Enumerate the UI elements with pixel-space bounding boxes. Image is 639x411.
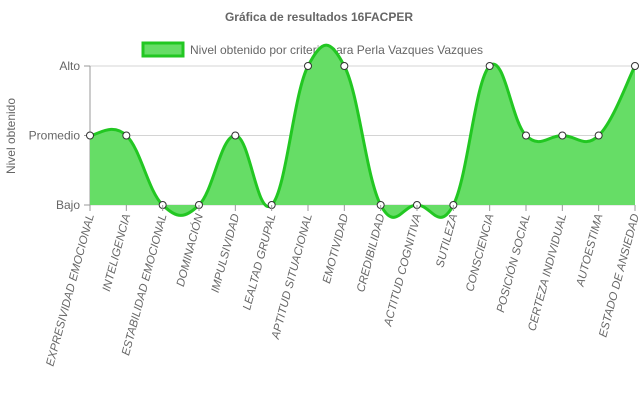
x-tick-label: CONSCIENCIA <box>464 212 496 293</box>
y-tick-label: Alto <box>59 59 80 73</box>
chart-title: Gráfica de resultados 16FACPER <box>225 10 413 24</box>
data-point[interactable] <box>522 131 530 140</box>
x-tick-label: CERTEZA INDIVIDUAL <box>526 213 569 333</box>
x-tick-label: ACTITUD COGNITIVA <box>382 212 424 328</box>
x-tick-label: EMOTIVIDAD <box>321 213 351 285</box>
x-tick-label: IMPULSIVIDAD <box>210 213 243 295</box>
x-tick-label: SUTILEZA <box>434 212 460 269</box>
data-point[interactable] <box>594 131 603 140</box>
series-area <box>89 43 637 219</box>
x-tick-label: CREDIBILIDAD <box>355 213 387 294</box>
x-tick-label: DOMINACIÓN <box>174 212 206 288</box>
x-tick-label: AUTOESTIMA <box>574 212 605 288</box>
x-axis-ticks: EXPRESIVIDAD EMOCIONAL INTELIGENCIAESTABI… <box>45 205 639 368</box>
data-point[interactable] <box>86 131 94 140</box>
y-axis-label: Nivel obtenido <box>4 98 18 174</box>
data-point[interactable] <box>631 62 639 70</box>
data-point[interactable] <box>485 62 494 70</box>
x-tick-label: EXPRESIVIDAD EMOCIONAL <box>45 213 97 368</box>
data-point[interactable] <box>304 62 312 70</box>
data-point[interactable] <box>122 131 131 140</box>
x-tick-label: ESTADO DE ANSIEDAD <box>597 213 639 339</box>
data-point[interactable] <box>558 131 567 140</box>
x-tick-label: APTITUD SITUACIONAL <box>270 213 315 342</box>
x-tick-label: POSICIÓN SOCIAL <box>494 212 533 314</box>
legend-swatch <box>141 41 185 58</box>
legend-label: Nivel obtenido por criterio para Perla V… <box>190 43 483 57</box>
y-tick-label: Bajo <box>56 198 80 212</box>
data-point[interactable] <box>231 131 240 140</box>
x-tick-label: LEALTAD GRUPAL <box>241 213 278 312</box>
x-tick-label: INTELIGENCIA <box>101 212 133 293</box>
series-fill <box>90 45 635 218</box>
data-point[interactable] <box>340 62 349 70</box>
y-axis-ticks: Bajo Promedio Alto <box>29 59 90 212</box>
y-tick-label: Promedio <box>29 129 81 143</box>
legend[interactable]: Nivel obtenido por criterio para Perla V… <box>141 41 483 58</box>
